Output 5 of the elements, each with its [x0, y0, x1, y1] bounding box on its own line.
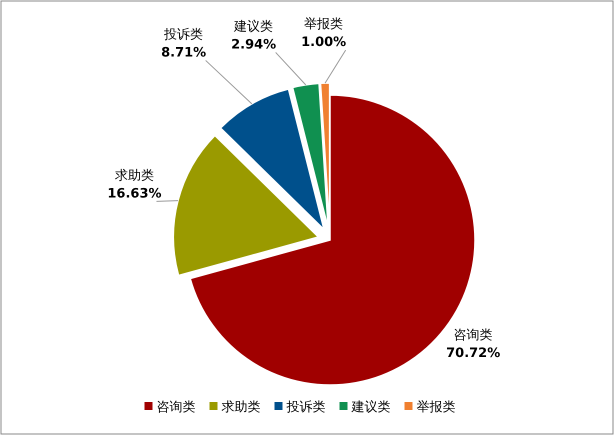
- legend-label: 举报类: [416, 400, 456, 415]
- legend-label: 建议类: [350, 400, 390, 415]
- legend-label: 求助类: [222, 400, 260, 415]
- legend-label: 投诉类: [286, 400, 326, 415]
- legend-label: 咨询类: [156, 400, 196, 415]
